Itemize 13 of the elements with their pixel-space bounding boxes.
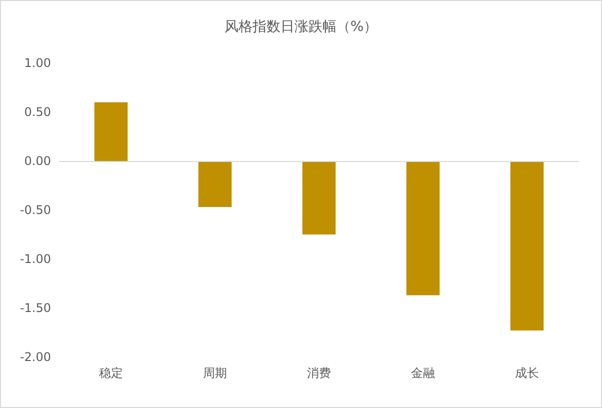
y-tick-label: -2.00 — [20, 350, 51, 364]
y-tick-label: 0.50 — [24, 105, 51, 119]
x-tick-label: 金融 — [411, 366, 435, 380]
x-tick-label: 周期 — [203, 366, 227, 380]
y-tick-label: 0.00 — [24, 154, 51, 168]
x-tick-label: 成长 — [515, 366, 539, 380]
x-tick-label: 消费 — [307, 366, 331, 380]
y-tick-label: 1.00 — [24, 56, 51, 70]
chart-title: 风格指数日涨跌幅（%） — [224, 19, 378, 35]
y-tick-label: -1.50 — [20, 301, 51, 315]
x-tick-label: 稳定 — [99, 366, 123, 380]
y-tick-label: -0.50 — [20, 203, 51, 217]
y-tick-label: -1.00 — [20, 252, 51, 266]
